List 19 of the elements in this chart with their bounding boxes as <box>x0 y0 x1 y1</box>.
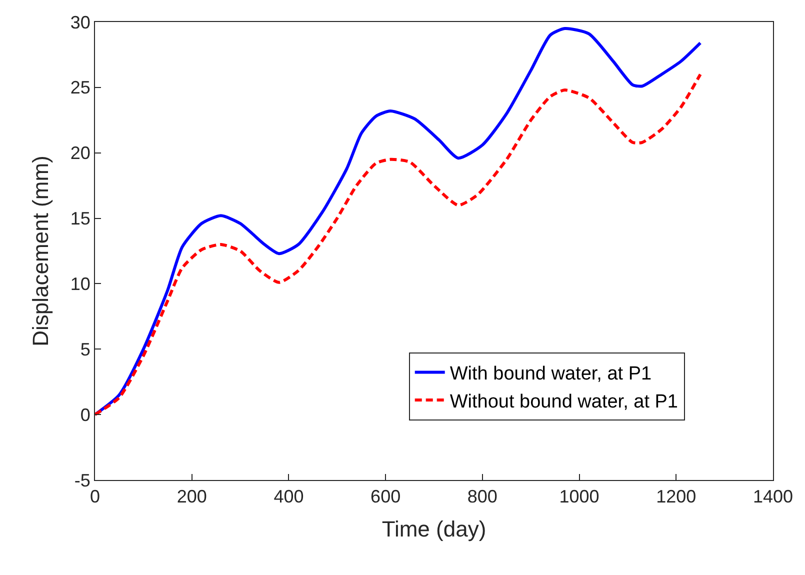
y-tick-label: 25 <box>70 78 90 98</box>
x-tick-label: 200 <box>176 486 207 507</box>
x-tick-label: 1400 <box>752 486 794 507</box>
y-axis-title: Displacement (mm) <box>28 156 54 346</box>
x-tick-label: 400 <box>274 486 304 507</box>
y-tick-label: 15 <box>70 208 90 229</box>
x-tick-label: 1000 <box>559 486 600 507</box>
x-tick-label: 600 <box>370 486 401 507</box>
y-tick-label: 10 <box>70 274 90 294</box>
y-tick-label: 30 <box>70 12 90 32</box>
y-tick-label: -5 <box>74 470 90 490</box>
legend-label: With bound water, at P1 <box>450 364 652 385</box>
y-tick-label: 20 <box>70 143 90 164</box>
x-tick-label: 1200 <box>656 486 696 507</box>
legend-label: Without bound water, at P1 <box>450 391 678 412</box>
x-axis-title: Time (day) <box>382 516 486 542</box>
y-tick-label: 5 <box>80 339 90 360</box>
y-tick-label: 0 <box>80 404 90 425</box>
x-tick-label: 800 <box>467 486 498 507</box>
